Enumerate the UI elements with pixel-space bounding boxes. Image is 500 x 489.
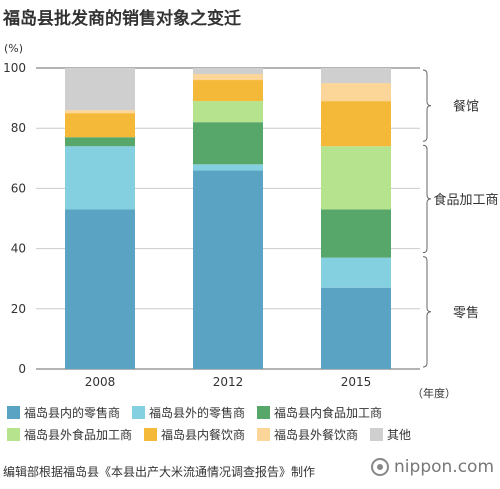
bar-segment	[321, 209, 391, 258]
y-tick-label: 0	[18, 362, 26, 376]
y-tick-label: 80	[11, 121, 26, 135]
bar-segment	[65, 113, 135, 138]
legend-swatch	[144, 427, 158, 441]
legend: 福岛县内的零售商 福岛县外的零售商 福岛县内食品加工商福岛县外食品加工商 福岛县内餐饮…	[7, 402, 497, 446]
legend-item: 福岛县内的零售商	[7, 404, 120, 421]
bracket	[422, 144, 432, 254]
bar-segment	[193, 80, 263, 102]
bar-segment	[65, 137, 135, 147]
source-note: 编辑部根据福岛县《本县出产大米流通情况调查报告》制作	[3, 465, 316, 479]
stacked-bar-chart: 0 20 40 60 80 100 (%) 2008 2012 2015 （年度） 餐馆食品加工商零…	[3, 42, 499, 400]
bars-layer	[65, 68, 391, 369]
legend-item: 福岛县外餐饮商	[257, 426, 358, 443]
bar-segment	[193, 101, 263, 123]
legend-row: 福岛县外食品加工商 福岛县内餐饮商 福岛县外餐饮商 其他	[7, 424, 497, 444]
bar-segment	[321, 83, 391, 102]
legend-swatch	[257, 405, 271, 419]
legend-swatch	[257, 427, 271, 441]
bar-segment	[321, 146, 391, 210]
bracket-label: 餐馆	[453, 99, 479, 115]
y-unit-label: (%)	[4, 42, 23, 55]
labels-layer: 0 20 40 60 80 100 (%) 2008 2012 2015 （年度）	[3, 42, 456, 400]
legend-item: 福岛县外食品加工商	[7, 426, 132, 443]
brand-logo: nippon.com	[371, 457, 494, 477]
bar-segment	[65, 146, 135, 210]
legend-swatch	[7, 427, 20, 441]
bar-segment	[193, 122, 263, 165]
x-tick-label: 2012	[213, 375, 244, 389]
bar-segment	[65, 68, 135, 111]
brand-text: nippon.com	[394, 457, 494, 477]
legend-label: 福岛县外的零售商	[149, 405, 246, 420]
bracket	[422, 256, 432, 368]
chart-title: 福岛县批发商的销售对象之变迁	[3, 9, 241, 29]
legend-label: 福岛县内的零售商	[24, 405, 121, 420]
legend-swatch	[370, 427, 384, 441]
y-tick-label: 100	[3, 61, 26, 75]
bracket-label: 食品加工商	[433, 192, 498, 208]
bracket	[422, 69, 432, 142]
legend-swatch	[7, 405, 20, 419]
bar-segment	[193, 164, 263, 171]
y-tick-label: 20	[11, 302, 26, 316]
x-tick-label: 2015	[341, 375, 372, 389]
bar-segment	[321, 287, 391, 369]
y-tick-label: 60	[11, 181, 26, 195]
x-tick-label: 2008	[85, 375, 116, 389]
legend-label: 福岛县外食品加工商	[24, 427, 133, 442]
bar-segment	[193, 170, 263, 369]
legend-item: 福岛县内餐饮商	[144, 426, 245, 443]
bar-segment	[193, 68, 263, 75]
bar-segment	[321, 68, 391, 84]
bracket-label: 零售	[453, 305, 479, 321]
bar-segment	[193, 74, 263, 81]
legend-item: 福岛县内食品加工商	[257, 404, 382, 421]
legend-item: 其他	[370, 426, 411, 443]
legend-item: 福岛县外的零售商	[132, 404, 245, 421]
bar-segment	[321, 257, 391, 288]
legend-row: 福岛县内的零售商 福岛县外的零售商 福岛县内食品加工商	[7, 402, 497, 422]
y-tick-label: 40	[11, 242, 26, 256]
bar-segment	[65, 209, 135, 369]
nippon-logo-icon	[371, 458, 390, 476]
legend-label: 其他	[387, 427, 412, 442]
bar-segment	[65, 110, 135, 114]
legend-label: 福岛县内食品加工商	[274, 405, 383, 420]
legend-label: 福岛县外餐饮商	[274, 427, 359, 442]
bar-segment	[321, 101, 391, 147]
legend-label: 福岛县内餐饮商	[161, 427, 246, 442]
x-unit-label: （年度）	[412, 386, 456, 400]
legend-swatch	[132, 405, 146, 419]
